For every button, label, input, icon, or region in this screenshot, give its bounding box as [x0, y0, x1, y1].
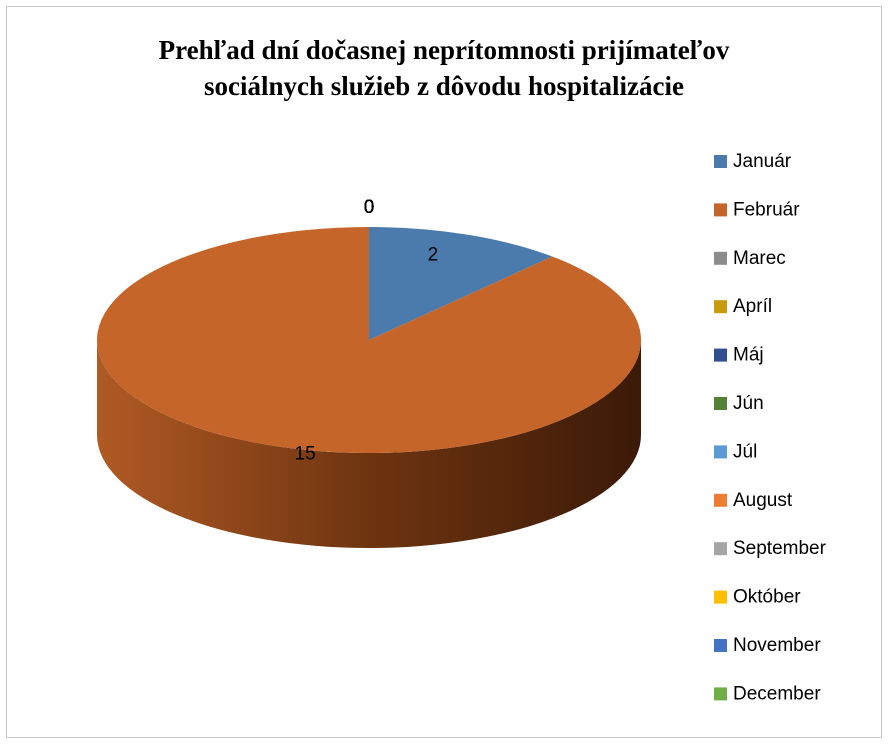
- data-label: 0: [364, 197, 375, 218]
- legend-label: August: [733, 490, 793, 511]
- legend-swatch: [714, 397, 727, 410]
- legend-label: Máj: [733, 345, 764, 366]
- data-label: 0: [364, 197, 375, 218]
- legend-label: Október: [733, 587, 801, 608]
- legend-label: November: [733, 635, 821, 656]
- legend-swatch: [714, 203, 727, 217]
- data-label: 0: [364, 197, 375, 218]
- data-label: 0: [364, 197, 375, 218]
- legend-swatch: [714, 251, 727, 265]
- legend-swatch: [714, 590, 727, 604]
- legend-swatch: [714, 300, 727, 314]
- data-label: 0: [364, 197, 375, 218]
- pie-slice: [97, 227, 642, 453]
- legend-label: December: [733, 683, 821, 704]
- pie-side: [97, 340, 641, 548]
- legend-label: Január: [733, 151, 792, 172]
- legend-swatch: [714, 639, 727, 652]
- legend-label: Apríl: [733, 296, 772, 317]
- legend-swatch: [714, 155, 727, 168]
- data-label: 0: [364, 197, 375, 218]
- data-label: 0: [364, 197, 375, 218]
- legend-swatch: [714, 493, 727, 507]
- chart-title: Prehľad dní dočasnej neprítomnosti prijí…: [158, 35, 730, 101]
- legend-label: Júl: [733, 441, 757, 462]
- legend-label: Jún: [733, 393, 764, 414]
- data-label: 0: [364, 197, 375, 218]
- data-label: 2: [428, 245, 439, 266]
- legend-label: Február: [733, 199, 800, 220]
- legend-label: September: [733, 538, 827, 559]
- data-label: 15: [295, 443, 316, 464]
- data-label: 0: [364, 197, 375, 218]
- data-label: 0: [364, 197, 375, 218]
- legend-swatch: [714, 542, 727, 556]
- legend-swatch: [714, 348, 727, 362]
- legend-swatch: [714, 687, 727, 701]
- pie-slice: [369, 227, 553, 340]
- legend-swatch: [714, 445, 727, 459]
- legend-label: Marec: [733, 248, 786, 269]
